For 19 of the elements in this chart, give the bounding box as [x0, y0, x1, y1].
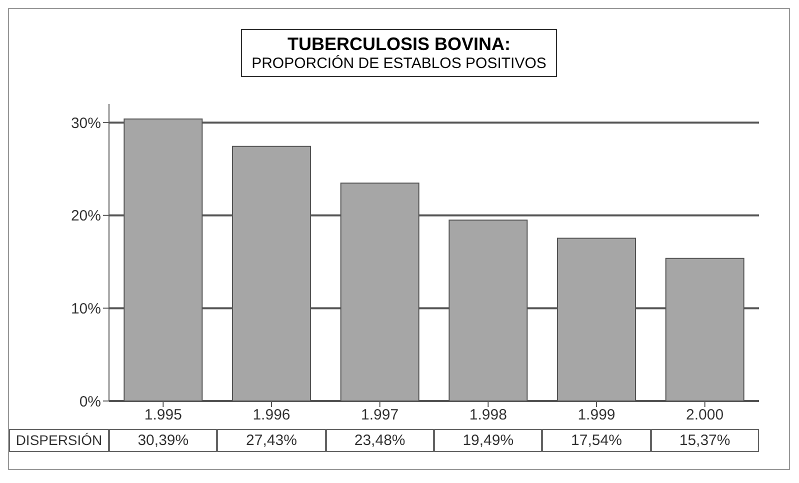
data-label: 17,54%: [542, 429, 651, 452]
data-label: 23,48%: [326, 429, 434, 452]
y-tick-label: 30%: [70, 114, 101, 132]
text: DISPERSIÓN: [9, 429, 109, 452]
data-label: 19,49%: [434, 429, 542, 452]
data-label: 30,39%: [109, 429, 218, 452]
x-tick-label: 1.999: [578, 406, 616, 424]
y-tick-label: 20%: [70, 208, 101, 225]
x-tick-label: 2.000: [686, 406, 724, 424]
y-tick-label: 0%: [79, 393, 101, 410]
x-tick-label: 1.998: [469, 406, 507, 424]
data-label: 15,37%: [650, 429, 759, 452]
x-tick-label: 1.996: [252, 406, 290, 424]
x-tick-label: 1.997: [361, 406, 399, 424]
x-tick-label: 1.995: [144, 406, 182, 424]
chart-title: TUBERCULOSIS BOVINA:: [286, 34, 512, 55]
y-tick-label: 10%: [70, 300, 101, 318]
data-label: 27,43%: [217, 429, 326, 452]
chart-subtitle: PROPORCIÓN DE ESTABLOS POSITIVOS: [252, 55, 546, 72]
